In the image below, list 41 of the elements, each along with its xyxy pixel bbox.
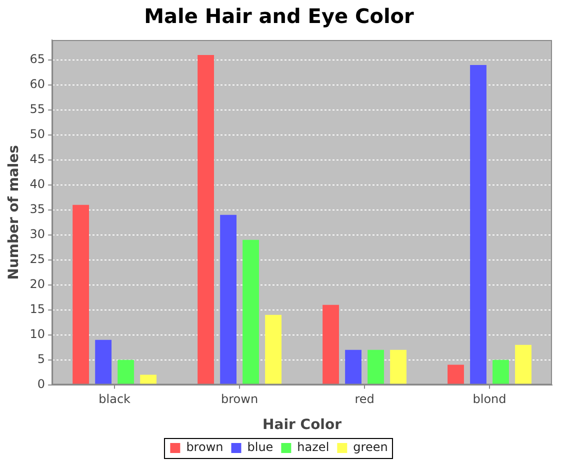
- bar: [242, 240, 260, 384]
- y-tick-label: 65: [30, 52, 46, 66]
- bar: [390, 350, 406, 384]
- y-tick-label: 45: [30, 152, 46, 166]
- legend-label: hazel: [297, 440, 330, 454]
- x-tick-label: red: [354, 392, 374, 406]
- y-tick-label: 20: [30, 276, 46, 291]
- chart-title: Male Hair and Eye Color: [144, 4, 414, 28]
- legend-label: green: [353, 440, 388, 454]
- legend-label: blue: [247, 440, 274, 454]
- y-axis-title: Number of males: [6, 144, 22, 280]
- bar: [118, 360, 134, 384]
- bar: [448, 364, 464, 384]
- y-tick-label: 0: [37, 376, 46, 391]
- y-tick-label: 15: [30, 302, 46, 316]
- x-tick-label: blond: [472, 392, 506, 406]
- y-tick-label: 5: [37, 352, 46, 366]
- bar: [470, 64, 486, 384]
- bar: [95, 340, 112, 384]
- y-tick-label: 55: [30, 102, 46, 116]
- bar: [220, 214, 237, 384]
- bar: [72, 204, 90, 384]
- legend-label: brown: [186, 440, 224, 454]
- y-tick-label: 50: [30, 127, 46, 142]
- bar: [140, 374, 157, 384]
- bar: [515, 344, 532, 384]
- bar: [265, 314, 282, 384]
- x-tick-label: brown: [221, 392, 258, 406]
- y-tick-label: 35: [30, 202, 46, 216]
- bar: [345, 350, 362, 384]
- bar: [198, 54, 214, 384]
- y-tick-label: 30: [30, 227, 46, 242]
- x-axis-title: Hair Color: [262, 417, 342, 434]
- y-tick-label: 40: [30, 177, 46, 192]
- x-tick-label: black: [98, 392, 131, 406]
- bar: [492, 360, 509, 384]
- y-tick-label: 25: [30, 252, 46, 266]
- y-tick-label: 60: [30, 77, 46, 92]
- bar: [322, 304, 339, 384]
- bar: [368, 350, 384, 384]
- y-tick-label: 10: [30, 326, 46, 341]
